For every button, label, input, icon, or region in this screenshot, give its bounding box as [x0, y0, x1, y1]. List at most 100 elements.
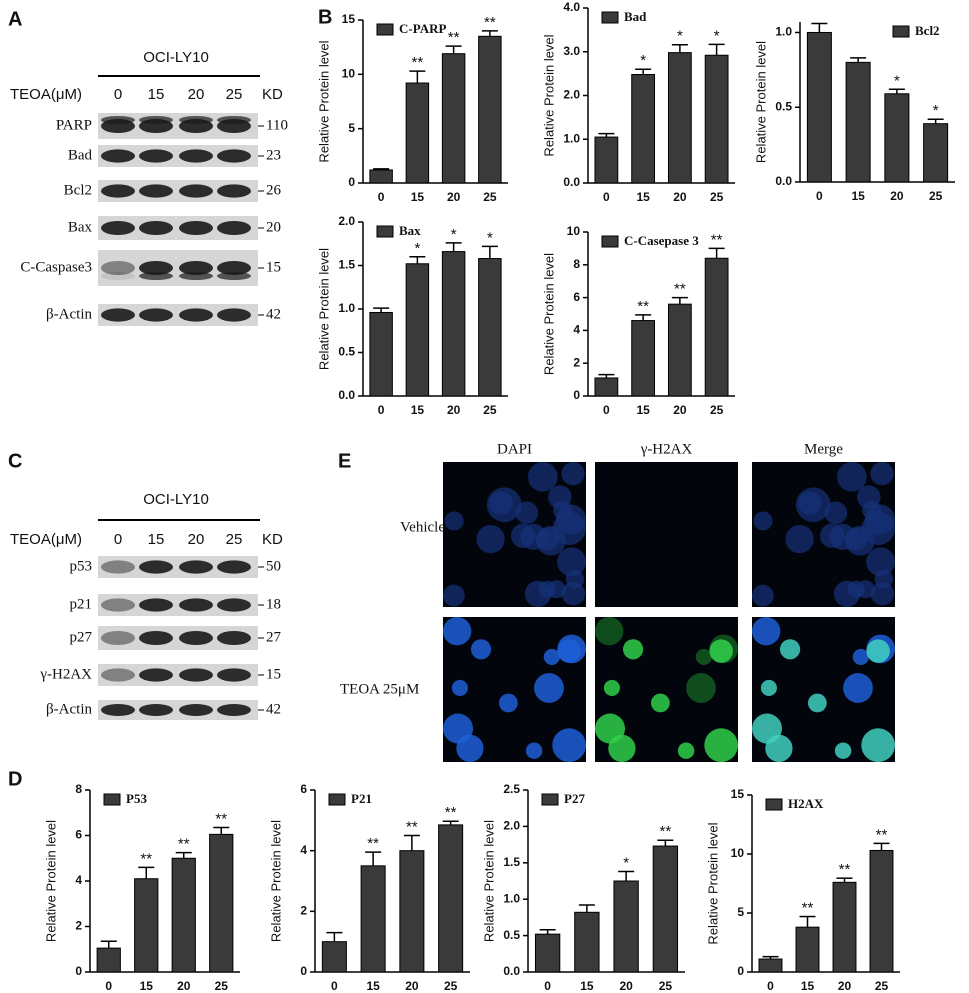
- blot-strip: [98, 145, 258, 167]
- blot-band: [179, 598, 213, 612]
- image-column-label: Merge: [804, 441, 843, 457]
- error-bar: [888, 88, 905, 94]
- y-tick-label: 15: [342, 12, 356, 26]
- blot-band: [101, 184, 135, 198]
- cell: [525, 742, 543, 759]
- significance-label: **: [660, 823, 672, 840]
- error-bar: [442, 820, 459, 825]
- significance-label: *: [451, 226, 457, 243]
- y-tick-label: 0.5: [775, 99, 792, 113]
- x-tick-label: 15: [366, 979, 380, 993]
- legend-label: P27: [564, 791, 585, 806]
- bar: [845, 61, 871, 183]
- cell: [695, 648, 712, 666]
- panel-letter: C: [8, 450, 22, 472]
- blot-band: [101, 149, 135, 163]
- bar: [704, 257, 729, 397]
- cell: [476, 524, 505, 554]
- x-tick-label: 15: [851, 189, 865, 203]
- panel-letter: E: [338, 450, 351, 472]
- blot-band: [217, 184, 251, 198]
- y-tick-label: 2.0: [563, 88, 580, 102]
- x-tick-label: 25: [875, 979, 889, 993]
- y-tick-label: 2: [75, 919, 82, 933]
- bar: [594, 377, 619, 397]
- error-bar: [445, 242, 462, 252]
- error-bar: [409, 70, 426, 84]
- cell: [836, 462, 867, 492]
- protein-label: β-Actin: [46, 701, 92, 717]
- significance-label: **: [412, 54, 424, 71]
- blot-strip: [98, 700, 258, 720]
- y-tick-label: 4: [573, 323, 580, 337]
- blot-band: [179, 668, 213, 682]
- bar: [96, 947, 121, 973]
- significance-label: **: [215, 811, 227, 828]
- x-tick-label: 25: [483, 190, 497, 204]
- cell: [866, 639, 890, 663]
- blot-band: [217, 308, 251, 322]
- y-axis-label: Relative Protein level: [481, 820, 496, 942]
- x-tick-label: 25: [659, 979, 673, 993]
- error-bar: [836, 877, 853, 883]
- significance-label: **: [445, 804, 457, 821]
- protein-label: p21: [70, 596, 93, 612]
- error-bar: [873, 842, 890, 851]
- y-tick-label: 2.0: [338, 214, 355, 228]
- error-bar: [762, 955, 779, 960]
- y-tick-label: 2.5: [503, 782, 520, 796]
- kd-value: 15: [266, 259, 281, 275]
- blot-strip: [98, 180, 258, 202]
- blot-band: [179, 272, 213, 280]
- blot-band: [179, 308, 213, 322]
- significance-label: **: [367, 835, 379, 852]
- kd-value: 27: [266, 629, 282, 645]
- bar: [652, 845, 679, 973]
- cell: [798, 491, 822, 515]
- y-tick-label: 2: [573, 355, 580, 369]
- y-tick-label: 6: [75, 828, 82, 842]
- cell: [752, 584, 774, 607]
- error-bar: [671, 44, 688, 53]
- blot-band: [179, 221, 213, 235]
- cell: [561, 581, 586, 606]
- significance-label: *: [623, 855, 629, 872]
- panel-letter: A: [8, 8, 22, 30]
- error-bar: [850, 57, 867, 63]
- protein-label: Bad: [68, 147, 93, 163]
- x-tick-label: 20: [405, 979, 419, 993]
- legend-swatch: [765, 798, 783, 811]
- error-bar: [445, 45, 462, 54]
- bar: [369, 169, 393, 184]
- significance-label: *: [714, 27, 720, 44]
- error-bar: [409, 256, 426, 264]
- y-axis-label: Relative Protein level: [316, 248, 331, 370]
- y-tick-label: 2.0: [503, 819, 520, 833]
- legend-label: Bad: [624, 9, 647, 24]
- blot-band: [217, 221, 251, 235]
- blot-band: [139, 116, 173, 124]
- cell: [595, 617, 624, 646]
- x-tick-label: 0: [105, 979, 112, 993]
- lane-label: 20: [188, 531, 205, 548]
- cell: [552, 728, 586, 762]
- image-row-label: Vehicle: [400, 519, 445, 535]
- blot-band: [179, 704, 213, 716]
- lane-label: 0: [114, 86, 122, 103]
- cell: [443, 617, 472, 646]
- cell: [443, 584, 465, 607]
- x-tick-label: 25: [710, 403, 724, 417]
- cell: [543, 648, 560, 666]
- cell: [444, 511, 464, 531]
- bar: [667, 52, 692, 184]
- cell: [807, 693, 827, 713]
- kd-value: 23: [266, 147, 281, 163]
- y-axis-label: Relative Protein level: [753, 41, 768, 163]
- y-tick-label: 6: [573, 290, 580, 304]
- error-bar: [175, 851, 192, 859]
- legend-label: H2AX: [788, 796, 824, 811]
- significance-label: **: [802, 900, 814, 917]
- kd-label: KD: [262, 86, 283, 103]
- cell: [752, 617, 781, 646]
